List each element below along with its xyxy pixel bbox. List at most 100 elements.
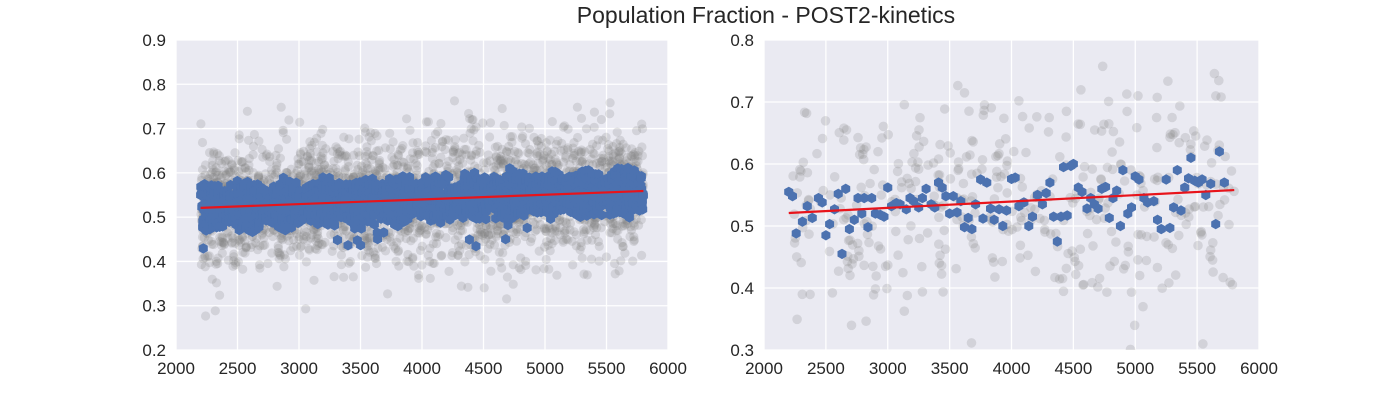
raw-sample-point	[430, 159, 440, 169]
raw-sample-point	[1157, 283, 1167, 294]
raw-sample-point	[595, 153, 606, 163]
raw-sample-point	[291, 168, 301, 178]
raw-sample-point	[511, 224, 522, 234]
raw-sample-point	[600, 162, 611, 172]
binned-mean-point	[791, 228, 801, 239]
raw-sample-point	[363, 245, 373, 255]
raw-sample-point	[248, 141, 259, 151]
raw-sample-point	[368, 151, 378, 161]
raw-sample-point	[993, 182, 1003, 193]
raw-sample-point	[843, 235, 854, 246]
raw-sample-point	[610, 218, 620, 229]
raw-sample-point	[306, 167, 316, 177]
raw-sample-point	[575, 245, 585, 255]
raw-sample-point	[1203, 201, 1214, 212]
raw-sample-point	[452, 156, 462, 166]
raw-sample-point	[1054, 274, 1065, 284]
y-tick-label: 0.3	[730, 341, 754, 360]
binned-mean-point	[986, 203, 995, 214]
raw-sample-point	[241, 242, 251, 252]
raw-sample-point	[238, 232, 248, 242]
raw-sample-point	[605, 228, 615, 238]
raw-sample-point	[207, 167, 217, 178]
raw-sample-point	[839, 135, 849, 145]
raw-sample-point	[545, 246, 555, 256]
binned-mean-point	[967, 223, 977, 235]
raw-sample-point	[404, 223, 415, 233]
raw-sample-point	[592, 141, 602, 151]
raw-sample-point	[620, 248, 630, 258]
raw-sample-point	[389, 160, 399, 170]
raw-sample-point	[869, 164, 879, 175]
raw-sample-point	[1014, 96, 1024, 106]
raw-sample-point	[610, 258, 620, 269]
raw-sample-point	[280, 254, 290, 264]
raw-sample-point	[320, 160, 330, 170]
raw-sample-point	[230, 238, 240, 248]
raw-sample-point	[1219, 195, 1230, 205]
raw-sample-point	[369, 247, 379, 257]
raw-sample-point	[532, 151, 542, 161]
raw-sample-point	[986, 103, 997, 113]
raw-sample-point	[251, 238, 261, 248]
raw-sample-point	[601, 252, 612, 262]
raw-sample-point	[458, 158, 468, 168]
raw-sample-point	[876, 190, 887, 200]
raw-sample-point	[577, 145, 587, 155]
raw-sample-point	[504, 141, 514, 152]
binned-mean-point	[1176, 205, 1186, 216]
raw-sample-point	[473, 230, 483, 240]
raw-sample-point	[532, 149, 542, 159]
binned-mean-point	[1024, 220, 1034, 232]
raw-sample-point	[561, 234, 571, 244]
raw-sample-point	[455, 246, 465, 256]
raw-sample-point	[558, 235, 568, 245]
raw-sample-point	[795, 172, 805, 182]
raw-sample-point	[481, 221, 491, 231]
raw-sample-point	[434, 159, 444, 169]
raw-sample-point	[307, 140, 317, 151]
raw-sample-point	[618, 139, 628, 149]
raw-sample-point	[604, 146, 614, 156]
binned-mean-point	[825, 218, 835, 230]
raw-sample-point	[408, 138, 418, 148]
raw-sample-point	[341, 226, 351, 236]
binned-mean-point	[830, 204, 839, 215]
raw-sample-point	[408, 233, 418, 243]
raw-sample-point	[547, 149, 557, 159]
raw-sample-point	[265, 156, 275, 167]
raw-sample-point	[990, 272, 1000, 282]
raw-sample-point	[334, 171, 344, 181]
binned-mean-point	[797, 216, 807, 227]
raw-sample-point	[221, 170, 231, 180]
raw-sample-point	[428, 162, 438, 172]
raw-sample-point	[421, 229, 431, 239]
raw-sample-point	[441, 135, 451, 145]
raw-sample-point	[1089, 125, 1100, 135]
raw-sample-point	[496, 162, 506, 172]
raw-sample-point	[576, 237, 586, 248]
raw-sample-point	[820, 116, 831, 126]
raw-sample-point	[364, 232, 374, 242]
binned-mean-point	[914, 202, 924, 213]
raw-sample-point	[301, 231, 311, 242]
raw-sample-point	[569, 138, 579, 148]
raw-sample-point	[928, 158, 939, 168]
raw-sample-point	[253, 245, 263, 255]
raw-sample-point	[357, 251, 367, 261]
raw-sample-point	[472, 224, 482, 234]
raw-sample-point	[412, 161, 422, 171]
raw-sample-point	[353, 147, 363, 157]
raw-sample-point	[612, 139, 622, 149]
raw-sample-point	[966, 338, 977, 348]
raw-sample-point	[953, 165, 963, 176]
raw-sample-point	[215, 232, 225, 242]
raw-sample-point	[918, 136, 929, 147]
raw-sample-point	[415, 228, 425, 238]
x-tick-label: 5500	[1178, 359, 1216, 378]
raw-sample-point	[615, 135, 625, 145]
raw-sample-point	[544, 223, 555, 233]
raw-sample-point	[491, 151, 501, 161]
raw-sample-point	[273, 144, 284, 154]
raw-sample-point	[479, 229, 489, 239]
